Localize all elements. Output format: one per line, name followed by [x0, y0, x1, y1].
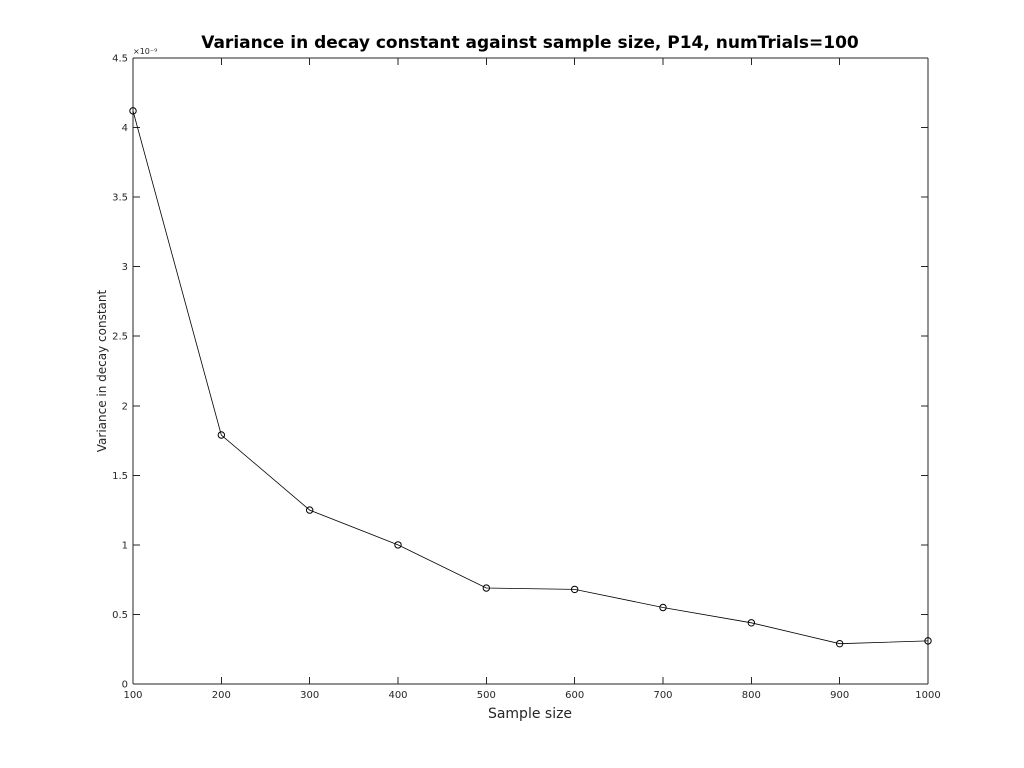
data-series [129, 107, 932, 648]
chart-title: Variance in decay constant against sampl… [201, 33, 859, 53]
y-tick-label: 1.5 [112, 471, 128, 482]
x-tick-label: 400 [388, 690, 407, 701]
data-point-marker [747, 619, 756, 627]
y-tick-label: 0.5 [112, 610, 128, 621]
x-tick-label: 300 [300, 690, 319, 701]
y-axis-label: Variance in decay constant [95, 289, 109, 452]
y-tick-label: 0 [122, 680, 128, 691]
y-axis: 0 0.5 1 1.5 2 2.5 3 3.5 4 4.5 [112, 54, 928, 691]
y-tick-label: 3.5 [112, 193, 128, 204]
x-tick-label: 200 [212, 690, 231, 701]
data-point-marker [305, 506, 314, 514]
data-point-marker [217, 431, 226, 439]
data-point-marker [570, 585, 579, 594]
y-tick-label: 1 [122, 540, 128, 551]
data-point-marker [835, 639, 844, 648]
x-axis: 100 200 300 400 500 600 700 800 900 1000 [123, 58, 941, 701]
y-tick-label: 4.5 [112, 54, 128, 65]
plot-area [133, 58, 928, 684]
x-tick-label: 500 [477, 690, 496, 701]
data-point-marker [394, 541, 402, 549]
x-axis-label: Sample size [488, 706, 572, 722]
axes-box [132, 57, 929, 685]
x-tick-label: 600 [565, 690, 584, 701]
data-point-marker [129, 107, 137, 115]
x-tick-label: 900 [830, 690, 849, 701]
x-tick-label: 700 [653, 690, 672, 701]
data-point-marker [924, 637, 932, 645]
data-point-marker [482, 584, 491, 592]
x-tick-label: 100 [123, 690, 142, 701]
y-tick-label: 2.5 [112, 332, 128, 343]
y-tick-label: 2 [122, 401, 128, 412]
series-line [132, 110, 929, 645]
y-axis-exponent-label: ×10⁻⁹ [133, 47, 157, 56]
y-tick-label: 4 [122, 123, 128, 134]
x-tick-label: 800 [742, 690, 761, 701]
x-tick-label: 1000 [915, 690, 940, 701]
y-tick-label: 3 [122, 262, 128, 273]
data-point-marker [659, 603, 667, 612]
